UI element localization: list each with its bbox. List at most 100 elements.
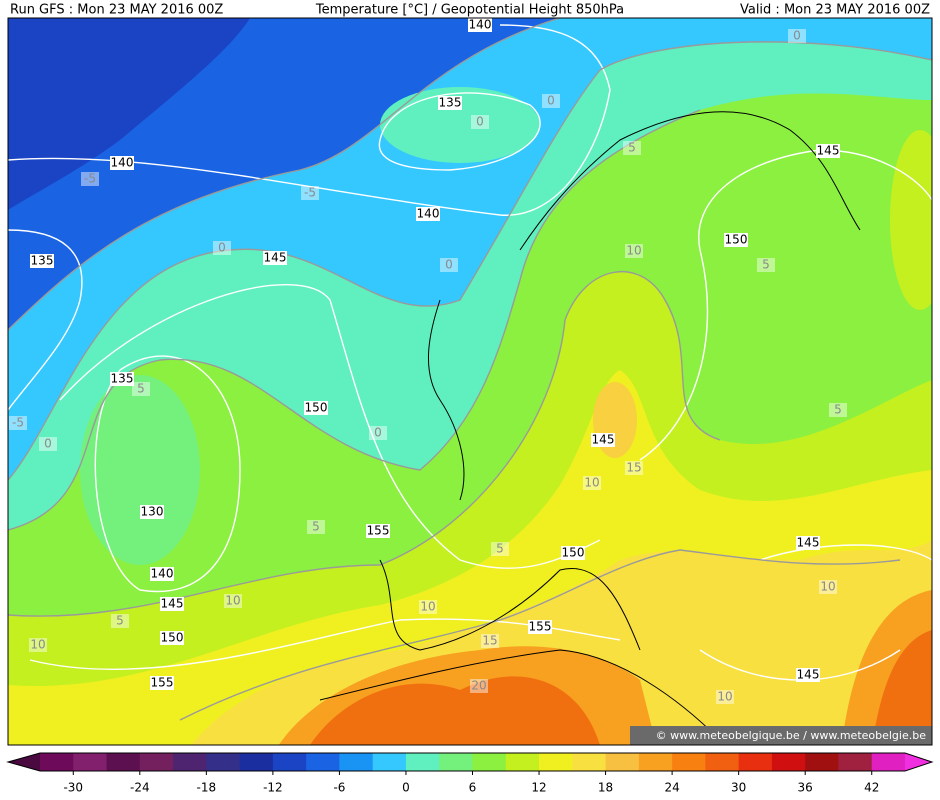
- height-label: 155: [529, 620, 552, 634]
- colorbar-bin: [139, 753, 174, 771]
- temperature-label: 10: [584, 476, 599, 490]
- height-label-box: [263, 251, 287, 265]
- height-label-box: [528, 620, 552, 634]
- colorbar-tick-label: -18: [197, 781, 217, 795]
- colorbar-bin: [572, 753, 607, 771]
- map-frame: [7, 17, 933, 746]
- height-label-box: [468, 18, 492, 32]
- temperature-label-box: [419, 600, 437, 614]
- temperature-label: 0: [445, 258, 453, 272]
- colorbar-bin: [539, 753, 573, 771]
- colorbar-bin: [705, 753, 740, 771]
- temperature-label: 20: [471, 679, 486, 693]
- height-label-box: [796, 668, 820, 682]
- colorbar: -30 -24 -18 -12 -6 0 6 12 18 24 30 36 42: [6, 752, 934, 795]
- colorbar-tick-label: 6: [469, 781, 477, 795]
- temperature-label: 5: [137, 382, 145, 396]
- temperature-label-box: [81, 172, 99, 186]
- height-label-box: [591, 433, 615, 447]
- colorbar-bin: [439, 753, 473, 771]
- valid-label: Valid : Mon 23 MAY 2016 00Z: [740, 3, 930, 18]
- height-label-box: [561, 546, 585, 560]
- temperature-label-box: [716, 690, 734, 704]
- temperature-label-box: [757, 258, 775, 272]
- temperature-label-box: [29, 638, 47, 652]
- height-label: 150: [562, 546, 585, 560]
- colorbar-tick-label: 18: [598, 781, 613, 795]
- temperature-label-box: [471, 115, 489, 129]
- height-label: 145: [797, 668, 820, 682]
- colorbar-bin: [605, 753, 640, 771]
- height-label-box: [796, 536, 820, 550]
- height-label: 150: [161, 631, 184, 645]
- colorbar-bin: [372, 753, 407, 771]
- colorbar-bin: [638, 753, 673, 771]
- colorbar-bin: [505, 753, 540, 771]
- temperature-label-box: [542, 94, 560, 108]
- colorbar-tick-label: 30: [731, 781, 746, 795]
- height-label-box: [366, 524, 390, 538]
- height-label-box: [304, 401, 328, 415]
- height-label: 140: [469, 18, 492, 32]
- temperature-label-box: [829, 403, 847, 417]
- temperature-label: 15: [626, 461, 641, 475]
- temperature-label: 15: [482, 634, 497, 648]
- colorbar-tick-label: 12: [531, 781, 546, 795]
- height-label-box: [438, 96, 462, 110]
- temperature-label-box: [9, 416, 27, 430]
- height-label: 135: [31, 254, 54, 268]
- colorbar-bin: [472, 753, 507, 771]
- temperature-label: 0: [793, 29, 801, 43]
- temperature-label: 10: [420, 600, 435, 614]
- temperature-label-box: [625, 461, 643, 475]
- colorbar-bin: [871, 753, 906, 771]
- colorbar-tick-label: 0: [402, 781, 410, 795]
- colorbar-bin: [239, 753, 274, 771]
- temperature-label-box: [369, 426, 387, 440]
- temperature-label: 5: [628, 141, 636, 155]
- colorbar-bin: [771, 753, 806, 771]
- temperature-label-box: [625, 244, 643, 258]
- temperature-label: 0: [374, 426, 382, 440]
- coastlines: [319, 111, 861, 741]
- colorbar-tick-label: 42: [864, 781, 879, 795]
- height-label: 145: [592, 433, 615, 447]
- colorbar-bin: [73, 753, 108, 771]
- credit-box: [630, 726, 932, 745]
- height-label: 135: [439, 96, 462, 110]
- map-title: Temperature [°C] / Geopotential Height 8…: [315, 3, 624, 18]
- height-label: 140: [151, 567, 174, 581]
- colorbar-bin: [272, 753, 307, 771]
- height-label: 130: [141, 505, 164, 519]
- height-label: 140: [111, 156, 134, 170]
- temperature-label: 10: [820, 580, 835, 594]
- height-label-box: [816, 144, 840, 158]
- temperature-label: 5: [496, 542, 504, 556]
- temperature-label: 10: [30, 638, 45, 652]
- height-label-box: [150, 567, 174, 581]
- colorbar-above: [905, 753, 932, 771]
- colorbar-bin: [805, 753, 839, 771]
- temperature-label-box: [213, 241, 231, 255]
- height-label: 155: [367, 524, 390, 538]
- temperature-label: 0: [218, 241, 226, 255]
- run-label: Run GFS : Mon 23 MAY 2016 00Z: [10, 3, 223, 18]
- temperature-label: -5: [12, 416, 24, 430]
- temperature-label: 0: [476, 115, 484, 129]
- temperature-label-box: [623, 141, 641, 155]
- colorbar-tick-label: -24: [130, 781, 150, 795]
- height-label: 140: [417, 207, 440, 221]
- colorbar-tick-label: 36: [798, 781, 813, 795]
- temperature-label: 5: [762, 258, 770, 272]
- height-label-box: [160, 631, 184, 645]
- height-label-box: [150, 676, 174, 690]
- height-label-box: [110, 156, 134, 170]
- temperature-label: 10: [626, 244, 641, 258]
- colorbar-bin: [306, 753, 340, 771]
- temperature-label-box: [788, 29, 806, 43]
- temperature-label-box: [481, 634, 499, 648]
- height-label: 145: [797, 536, 820, 550]
- temperature-label-box: [491, 542, 509, 556]
- temperature-label-box: [583, 476, 601, 490]
